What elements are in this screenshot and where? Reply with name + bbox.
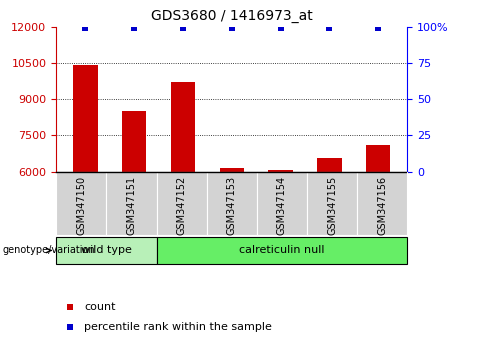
Bar [56, 237, 157, 264]
Text: GSM347151: GSM347151 [126, 176, 137, 235]
Text: GSM347152: GSM347152 [177, 176, 186, 235]
Text: GSM347156: GSM347156 [377, 176, 387, 235]
Text: GSM347150: GSM347150 [76, 176, 86, 235]
Text: calreticulin null: calreticulin null [239, 245, 325, 256]
Bar [157, 237, 407, 264]
Bar [106, 172, 157, 235]
Bar [357, 172, 407, 235]
Text: percentile rank within the sample: percentile rank within the sample [84, 322, 272, 332]
Text: genotype/variation: genotype/variation [2, 245, 95, 256]
Bar [268, 171, 293, 172]
Bar [220, 168, 244, 172]
Text: count: count [84, 302, 116, 312]
Bar [171, 82, 195, 172]
Bar [207, 172, 257, 235]
Text: GSM347153: GSM347153 [227, 176, 237, 235]
Bar [56, 172, 106, 235]
Bar [307, 172, 357, 235]
Text: GSM347155: GSM347155 [327, 176, 337, 235]
Title: GDS3680 / 1416973_at: GDS3680 / 1416973_at [151, 9, 313, 23]
Bar [317, 158, 342, 172]
Text: GSM347154: GSM347154 [277, 176, 287, 235]
Bar [122, 111, 146, 172]
Bar [157, 172, 207, 235]
Text: wild type: wild type [81, 245, 132, 256]
Bar [366, 145, 390, 172]
Bar [73, 65, 98, 172]
Bar [257, 172, 307, 235]
